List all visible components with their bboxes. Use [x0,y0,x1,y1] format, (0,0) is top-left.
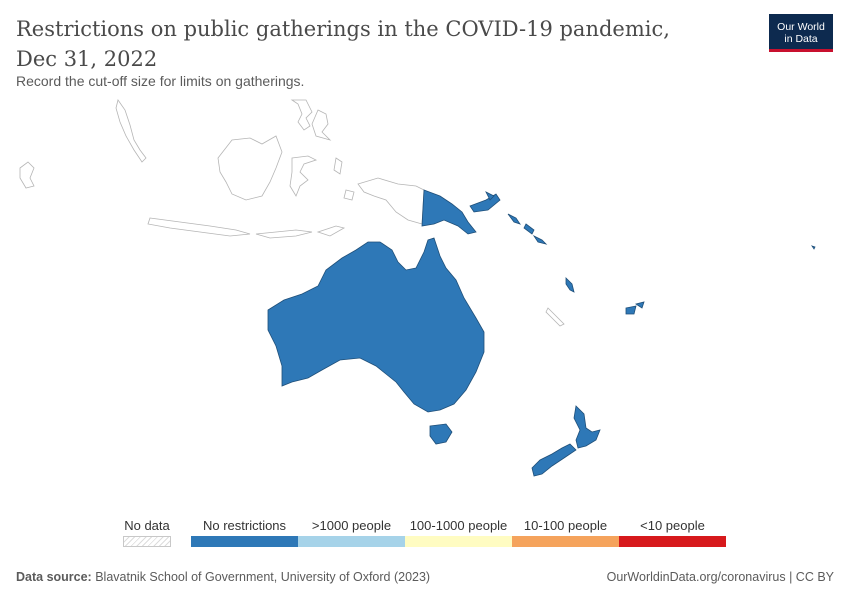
legend-label-10-100-people: 10-100 people [523,518,608,533]
chart-subtitle: Record the cut-off size for limits on ga… [16,73,305,89]
legend-swatch-10-people[interactable] [619,536,726,547]
region-new-zealand-south [531,443,577,477]
legend-label-1000-people: >1000 people [311,518,392,533]
logo-line-2: in Data [784,33,818,45]
region-halmahera [343,189,355,201]
region-new-britain [469,193,501,213]
region-bougainville [485,191,495,201]
legend-label-no-restrictions: No restrictions [202,518,287,533]
region-philippines-north [290,99,313,131]
region-tasmania [429,423,453,445]
no-restrictions-regions [267,189,816,477]
region-malay-peninsula [115,99,147,163]
data-source-label: Data source: [16,570,92,584]
region-maluku [333,157,343,175]
region-kiribati-dot [811,245,816,250]
legend-swatch-no-data[interactable] [123,536,171,547]
no-data-regions [19,99,565,327]
region-sulawesi [289,155,318,197]
legend-swatch-100-1000-people[interactable] [405,536,512,547]
legend-label-10-people: <10 people [640,518,705,533]
region-java [147,217,251,237]
region-solomon-islands [507,213,548,245]
region-new-zealand-north [573,405,601,449]
region-philippines-south [311,109,332,141]
legend-swatch-no-restrictions[interactable] [191,536,298,547]
region-new-guinea-west [357,177,425,225]
region-sumatra [19,161,35,189]
region-fiji [625,301,645,315]
region-lesser-sunda [255,229,313,239]
logo-line-1: Our World [777,21,825,33]
legend-label-no-data: No data [124,518,170,533]
region-new-caledonia [545,307,565,327]
data-source: Data source: Blavatnik School of Governm… [16,570,430,584]
map-legend: No data No restrictions >1000 people 100-1… [0,512,850,552]
region-papua-new-guinea [421,189,477,235]
chart-title: Restrictions on public gatherings in the… [16,17,670,71]
legend-swatch-10-100-people[interactable] [512,536,619,547]
data-source-text: Blavatnik School of Government, Universi… [95,570,431,584]
region-borneo [217,135,283,201]
owid-logo[interactable]: Our World in Data [769,14,833,52]
legend-label-100-1000-people: 100-1000 people [409,518,508,533]
region-australia [267,237,485,413]
source-link[interactable]: OurWorldinData.org/coronavirus | CC BY [606,570,834,584]
legend-swatch-1000-people[interactable] [298,536,405,547]
region-timor [316,225,346,237]
choropleth-map [19,99,816,477]
region-vanuatu [565,277,575,293]
